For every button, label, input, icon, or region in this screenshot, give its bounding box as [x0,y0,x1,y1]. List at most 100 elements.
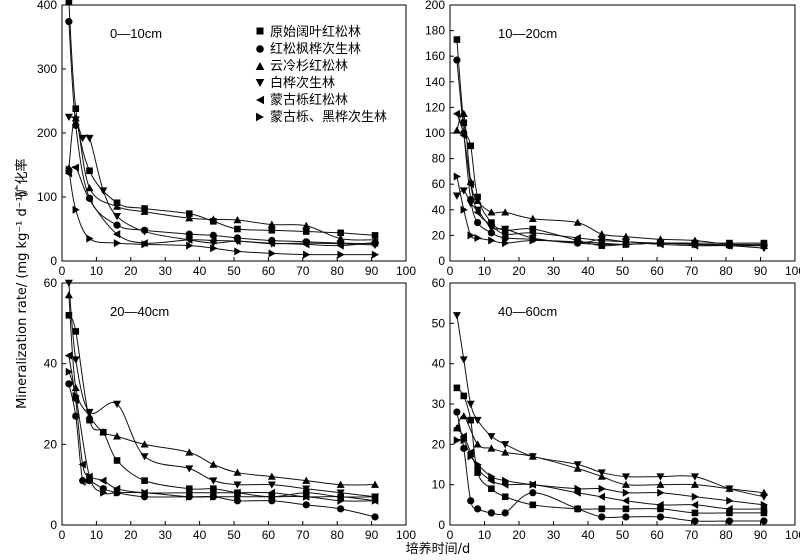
data-point [185,485,193,492]
x-tick-label: 90 [365,264,379,278]
chart-panel-1: 0 10 20 30 40 50 60 70 80 90 100 0 100 200 300 400 0—10c… [37,0,416,278]
series-curve [68,355,376,502]
y-tick-label: 40 [44,357,58,371]
data-point [574,505,582,513]
data-point [336,489,345,497]
legend-marker-triangle-left [256,95,264,105]
y-tick-label: 0 [50,518,57,532]
data-point [267,220,276,228]
data-point [337,250,345,259]
data-point [760,517,768,525]
data-point [574,237,582,246]
legend-label: 红松枫桦次生林 [270,41,361,57]
data-point [85,195,93,204]
data-point [141,240,149,249]
x-tick-label: 80 [719,528,733,542]
data-point [459,187,468,195]
data-point [622,488,630,497]
data-point [656,513,665,521]
x-tick-label: 20 [512,264,526,278]
data-point [233,488,241,497]
data-point [79,477,87,485]
chart-panel-3: 0 10 20 30 40 50 60 70 80 90 100 0 20 40 60 20—40cm [44,276,417,542]
data-point [726,496,734,505]
data-point [466,200,475,208]
x-tick-label: 0 [447,528,454,542]
data-point [657,505,664,513]
y-tick-label: 120 [425,100,445,114]
series-6 [65,165,380,259]
data-point [336,234,345,242]
data-point [759,504,768,513]
data-point [72,105,80,112]
x-tick-label: 40 [581,528,595,542]
series-curve [68,117,376,241]
data-point [691,509,699,517]
legend-label: 蒙古栎、黑桦次生林 [270,109,387,125]
x-tick-label: 100 [396,528,416,542]
data-point [502,239,510,248]
data-point [65,0,73,6]
data-point [64,351,73,360]
data-point [474,219,482,227]
x-tick-label: 60 [262,264,276,278]
data-point [573,218,582,226]
series-5 [452,109,768,250]
x-tick-label: 0 [59,264,66,278]
x-tick-label: 20 [512,528,526,542]
x-tick-label: 100 [396,264,416,278]
data-point [371,493,380,501]
data-point [501,509,509,517]
data-point [501,493,509,501]
data-point [487,509,495,517]
data-point [474,233,482,242]
data-point [86,416,93,424]
data-point [267,239,276,248]
data-point [474,469,481,476]
data-point [453,408,461,416]
series-5 [452,424,768,513]
data-point [65,165,73,174]
data-point [453,384,461,392]
y-tick-label: 30 [432,397,446,411]
data-point [209,477,218,485]
data-point [302,489,310,497]
y-tick-label: 0 [438,518,445,532]
data-point [113,221,121,229]
data-point [473,196,482,205]
data-point [268,249,276,258]
y-tick-label: 20 [44,437,58,451]
data-point [656,473,665,481]
y-tick-label: 60 [432,276,446,290]
data-point [726,240,734,249]
data-point [501,230,509,239]
data-point [336,241,344,250]
data-point [453,436,461,445]
data-point [141,477,148,484]
data-point [185,210,193,217]
data-point [452,312,461,320]
data-point [65,380,73,388]
data-point [529,236,537,245]
data-point [487,444,496,452]
chart-panel-2: 0 10 20 30 40 50 60 70 80 90 100 0 20 40 60 80 100 120 140… [425,0,800,278]
data-point [597,230,606,238]
data-point [460,444,468,452]
data-point [473,416,482,425]
y-tick-label: 100 [425,126,445,140]
y-tick-label: 180 [425,24,445,38]
data-point [529,489,537,497]
legend-marker-square [256,27,264,35]
data-point [473,208,481,217]
data-point [186,241,194,250]
x-tick-label: 70 [685,264,699,278]
data-point [487,221,495,230]
data-point [725,517,734,525]
panel-title: 0—10cm [110,26,162,41]
data-point [467,452,475,461]
data-point [303,492,311,501]
x-tick-label: 40 [193,264,207,278]
data-point [528,214,537,222]
data-point [64,279,73,287]
data-point [622,240,630,249]
